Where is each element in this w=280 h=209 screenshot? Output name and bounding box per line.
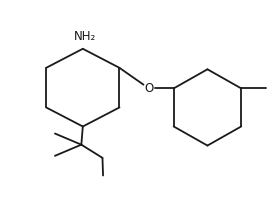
Text: O: O	[144, 82, 153, 95]
Text: NH₂: NH₂	[74, 31, 96, 43]
